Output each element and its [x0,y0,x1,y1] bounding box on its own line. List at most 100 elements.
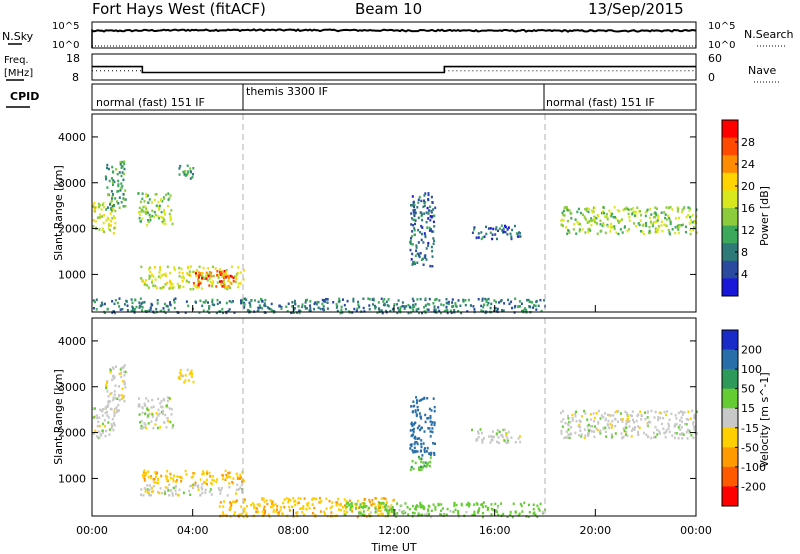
heatmap-cell-11 [607,419,610,423]
heatmap-cell-6 [330,511,333,514]
heatmap-cell-7 [427,510,430,513]
heatmap-cell-5 [238,488,240,491]
heatmap-cell-0 [111,417,114,421]
heatmap-cell-4 [227,475,230,478]
heatmap-cell-9 [578,228,581,231]
heatmap-cell-6 [149,308,152,311]
heatmap-cell-6 [141,309,143,312]
heatmap-cell-7 [408,507,411,511]
heatmap-cell-6 [315,497,318,501]
velocity-data [92,364,698,519]
heatmap-cell-11 [646,416,649,419]
heatmap-cell-6 [427,308,430,311]
heatmap-cell-4 [143,477,146,480]
heatmap-cell-7 [417,216,420,220]
heatmap-cell-2 [144,212,147,215]
heatmap-cell-6 [264,304,267,308]
heatmap-cell-9 [422,461,425,464]
heatmap-cell-4 [226,476,228,479]
heatmap-cell-2 [157,200,160,204]
heatmap-cell-4 [206,470,209,473]
heatmap-cell-6 [246,505,248,508]
heatmap-cell-7 [375,508,378,512]
heatmap-cell-2 [148,213,151,217]
heatmap-cell-7 [359,503,362,506]
heatmap-cell-6 [219,301,221,304]
heatmap-cell-4 [225,286,228,289]
heatmap-cell-2 [161,199,164,203]
heatmap-cell-7 [426,206,429,210]
heatmap-cell-11 [611,424,614,427]
heatmap-cell-9 [409,468,412,472]
heatmap-cell-2 [169,194,172,197]
heatmap-cell-7 [538,509,541,512]
heatmap-cell-4 [149,270,152,274]
heatmap-cell-9 [646,208,649,212]
heatmap-cell-11 [587,434,590,437]
heatmap-cell-0 [110,422,113,426]
heatmap-cell-6 [481,297,484,301]
heatmap-cell-7 [409,248,412,252]
heatmap-cell-5 [144,490,147,493]
heatmap-cell-9 [689,232,692,236]
heatmap-cell-11 [571,417,574,420]
heatmap-cell-11 [687,418,690,421]
heatmap-cell-9 [648,225,651,229]
heatmap-cell-7 [432,208,435,211]
heatmap-cell-6 [356,515,359,519]
heatmap-cell-9 [684,225,687,229]
heatmap-cell-6 [482,306,485,309]
heatmap-cell-6 [198,311,201,314]
heatmap-cell-0 [96,216,99,219]
heatmap-cell-4 [216,478,219,481]
heatmap-cell-11 [575,419,578,423]
heatmap-cell-11 [667,427,670,430]
heatmap-cell-0 [101,414,104,417]
heatmap-cell-6 [368,498,371,502]
heatmap-cell-8 [485,232,488,236]
heatmap-cell-11 [609,422,612,426]
heatmap-cell-6 [520,302,523,305]
heatmap-cell-5 [215,285,218,288]
heatmap-cell-9 [611,212,614,216]
heatmap-cell-0 [106,414,109,417]
heatmap-cell-6 [95,308,98,311]
heatmap-cell-9 [635,225,638,228]
heatmap-cell-8 [423,430,426,433]
heatmap-cell-2 [169,420,172,424]
heatmap-cell-0 [108,428,111,431]
heatmap-cell-9 [676,210,679,213]
heatmap-cell-11 [606,423,609,426]
heatmap-cell-4 [206,279,209,282]
heatmap-cell-4 [236,475,239,478]
heatmap-cell-11 [654,435,657,439]
heatmap-cell-7 [415,249,418,252]
heatmap-cell-6 [240,512,243,516]
heatmap-cell-4 [196,280,199,284]
heatmap-cell-4 [176,475,179,478]
power-data [92,160,698,315]
heatmap-cell-9 [639,230,642,233]
heatmap-cell-6 [194,300,197,303]
heatmap-cell-11 [599,432,602,435]
heatmap-cell-3 [184,379,187,382]
heatmap-cell-9 [689,228,692,231]
heatmap-cell-4 [206,472,209,475]
heatmap-cell-6 [399,308,402,311]
heatmap-cell-4 [178,275,181,278]
heatmap-cell-11 [652,431,655,435]
heatmap-cell-4 [235,472,238,476]
heatmap-cell-6 [374,307,377,310]
heatmap-cell-4 [173,268,176,271]
heatmap-cell-10 [481,438,484,442]
heatmap-cell-4 [195,285,198,288]
heatmap-cell-7 [406,506,409,509]
heatmap-cell-4 [207,267,210,270]
heatmap-cell-1 [107,403,110,406]
heatmap-cell-8 [416,426,419,430]
heatmap-cell-4 [193,271,196,274]
heatmap-cell-11 [564,421,567,425]
heatmap-cell-7 [413,203,416,207]
heatmap-cell-9 [640,214,643,217]
heatmap-cell-6 [245,298,248,301]
